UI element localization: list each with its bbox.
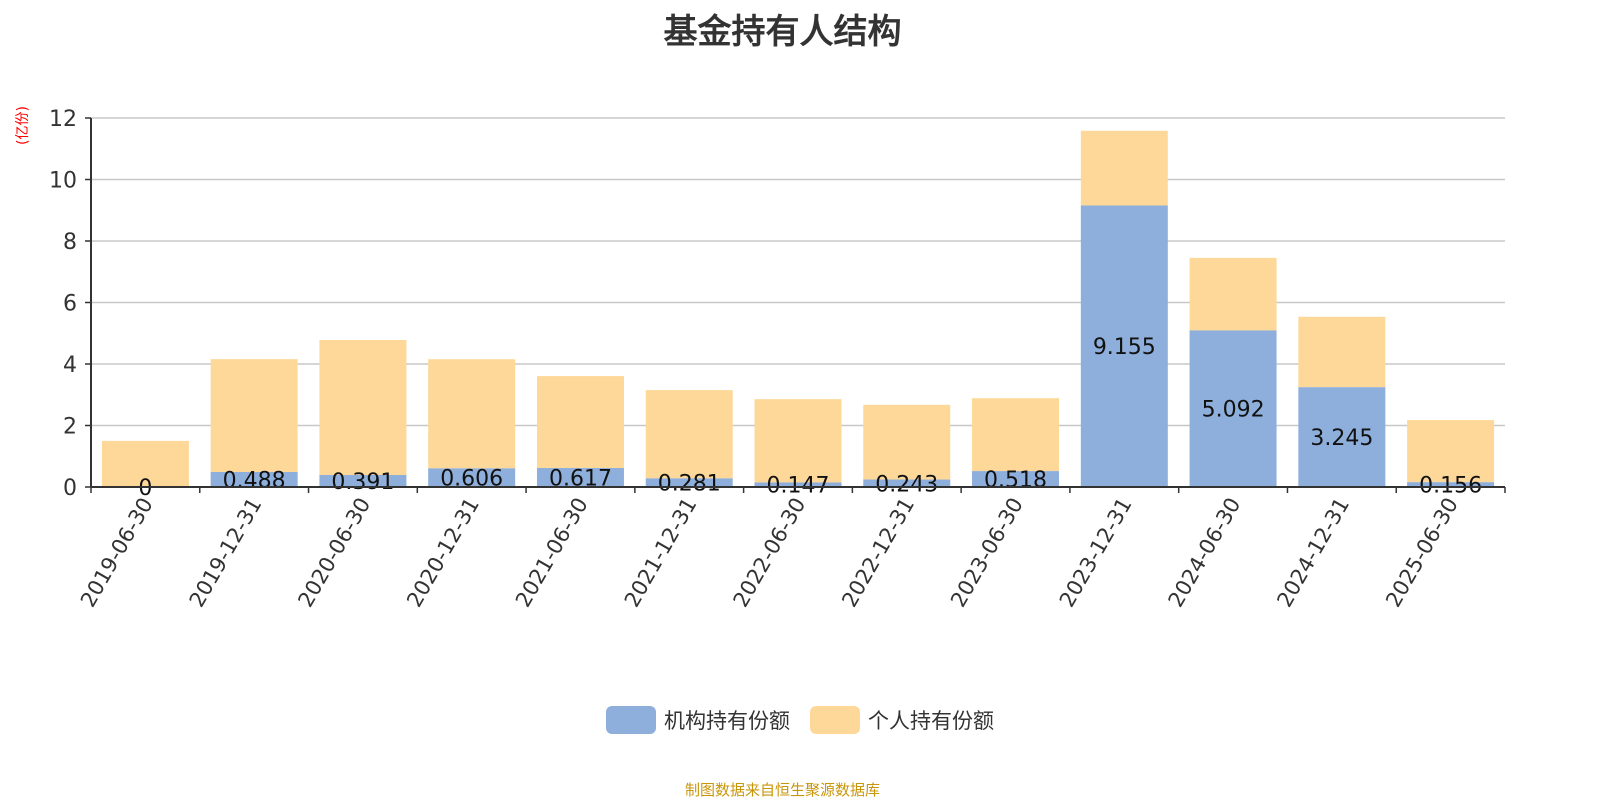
bar-individual xyxy=(1080,130,1168,206)
data-label: 5.092 xyxy=(1202,398,1265,423)
x-tick-label: 2022-06-30 xyxy=(729,494,811,612)
bar-individual xyxy=(645,390,733,479)
y-tick-label: 6 xyxy=(63,292,77,317)
bar-institutional xyxy=(863,479,951,487)
legend-item-individual[interactable]: 个人持有份额 xyxy=(810,705,994,735)
legend-item-institutional[interactable]: 机构持有份额 xyxy=(606,705,790,735)
bar-individual xyxy=(319,339,407,475)
x-tick-label: 2022-12-31 xyxy=(837,494,919,612)
data-label: 0 xyxy=(138,476,152,501)
x-tick-label: 2025-06-30 xyxy=(1381,494,1463,612)
bar-individual xyxy=(536,376,624,469)
bar-institutional xyxy=(754,482,842,487)
bar-institutional xyxy=(1189,330,1277,487)
chart-title: 基金持有人结构 xyxy=(663,12,902,52)
bar-institutional xyxy=(972,471,1060,487)
bar-individual xyxy=(754,399,842,483)
x-tick-label: 2021-12-31 xyxy=(620,494,702,612)
y-tick-label: 2 xyxy=(63,415,77,440)
y-tick-label: 12 xyxy=(49,107,77,132)
legend-swatch xyxy=(810,706,860,734)
y-tick-label: 4 xyxy=(63,353,77,378)
bar-individual xyxy=(101,440,189,487)
y-tick-label: 8 xyxy=(63,230,77,255)
bar-institutional xyxy=(645,478,733,487)
legend: 机构持有份额 个人持有份额 xyxy=(0,705,1600,735)
y-tick-label: 0 xyxy=(63,476,77,501)
x-tick-label: 2021-06-30 xyxy=(511,494,593,612)
bar-individual xyxy=(210,359,298,472)
legend-label: 机构持有份额 xyxy=(664,709,790,733)
bar-institutional xyxy=(1407,482,1495,487)
bar-individual xyxy=(428,359,516,469)
legend-label: 个人持有份额 xyxy=(868,709,994,733)
source-note: 制图数据来自恒生聚源数据库 xyxy=(684,781,880,799)
data-label: 9.155 xyxy=(1093,335,1156,360)
x-tick-label: 2020-06-30 xyxy=(293,494,375,612)
x-tick-label: 2024-06-30 xyxy=(1164,494,1246,612)
bar-individual xyxy=(1189,257,1277,331)
legend-swatch xyxy=(606,706,656,734)
x-tick-label: 2023-06-30 xyxy=(946,494,1028,612)
bar-institutional xyxy=(1080,205,1168,487)
bar-individual xyxy=(863,404,951,480)
x-tick-label: 2024-12-31 xyxy=(1272,494,1354,612)
bar-individual xyxy=(1407,420,1495,483)
bar-institutional xyxy=(536,468,624,487)
y-tick-label: 10 xyxy=(49,169,77,194)
x-tick-label: 2019-12-31 xyxy=(185,494,267,612)
bar-individual xyxy=(1298,316,1386,388)
bar-institutional xyxy=(210,471,298,487)
bar-institutional xyxy=(319,474,407,487)
data-label: 0.488 xyxy=(223,468,286,493)
data-label: 0.243 xyxy=(875,472,938,497)
data-label: 0.391 xyxy=(331,470,394,495)
data-label: 0.281 xyxy=(658,472,721,497)
x-tick-label: 2023-12-31 xyxy=(1055,494,1137,612)
x-tick-label: 2019-06-30 xyxy=(76,494,158,612)
bar-institutional xyxy=(1298,387,1386,487)
bar-individual xyxy=(972,398,1060,472)
data-label: 3.245 xyxy=(1310,426,1373,451)
data-label: 0.518 xyxy=(984,468,1047,493)
bar-institutional xyxy=(428,468,516,487)
x-tick-label: 2020-12-31 xyxy=(402,494,484,612)
